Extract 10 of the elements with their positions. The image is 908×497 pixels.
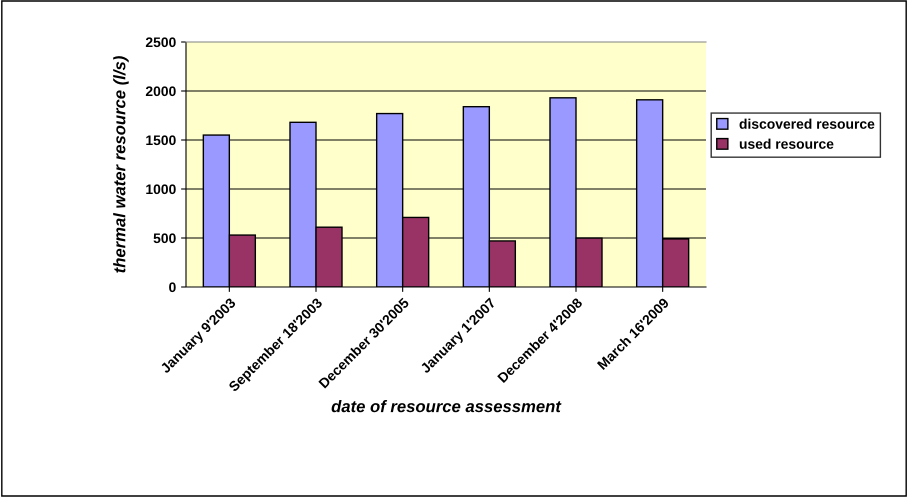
y-tick-label: 500: [154, 233, 176, 244]
legend-label: used resource: [740, 138, 834, 149]
y-axis-title: thermal water resource (l/s): [113, 56, 129, 273]
x-axis-title: date of resource assessment: [332, 400, 562, 412]
y-tick-label: 0: [169, 282, 176, 292]
y-tick-label: 2000: [146, 86, 176, 96]
y-tick-label: 1500: [146, 135, 176, 146]
y-tick-label: 1000: [146, 184, 176, 194]
legend-label: discovered resource: [740, 118, 874, 129]
y-tick-label: 2500: [146, 37, 176, 48]
